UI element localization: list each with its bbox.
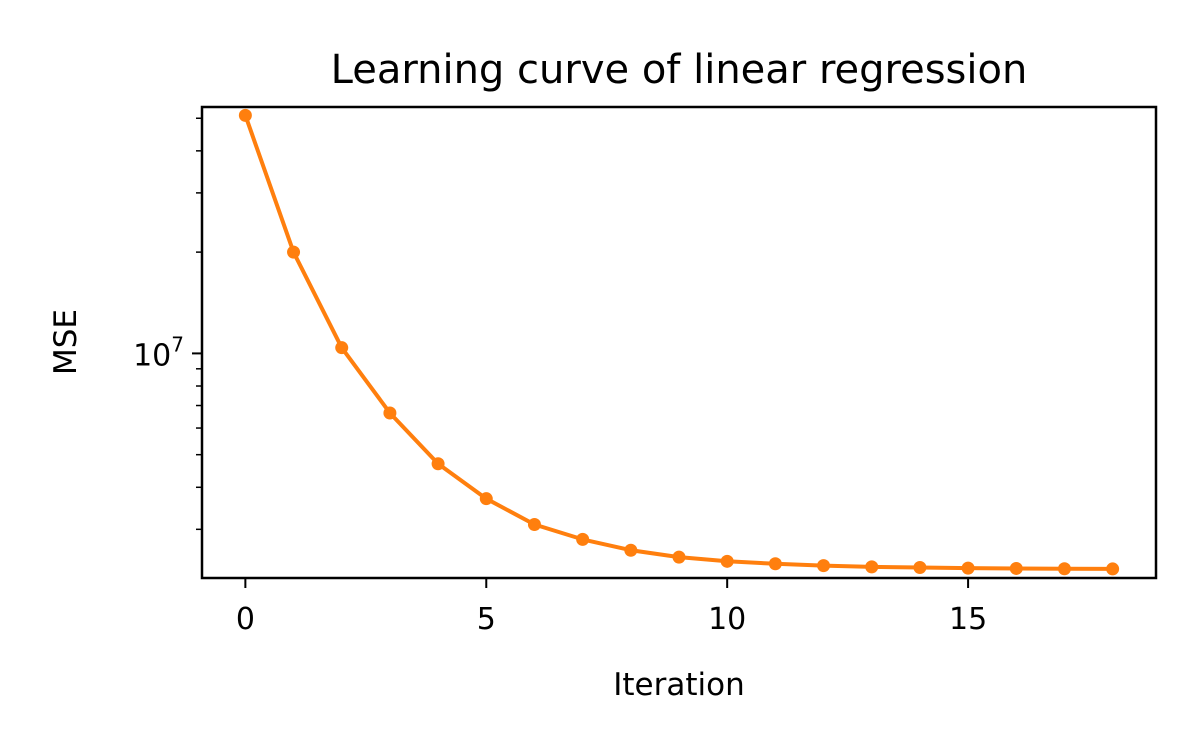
data-point (913, 561, 927, 575)
data-point (287, 245, 301, 259)
data-point (527, 518, 541, 532)
data-point (576, 532, 590, 546)
data-point (335, 341, 349, 355)
data-point (431, 457, 445, 471)
chart-title: Learning curve of linear regression (331, 47, 1028, 93)
x-axis-label: Iteration (613, 667, 745, 703)
data-point (383, 406, 397, 420)
axis-ticks: 0 5 10 15 107 (133, 117, 987, 637)
plot-series (238, 108, 1120, 576)
data-point (768, 557, 782, 571)
y-axis-label: MSE (48, 309, 84, 375)
x-tick-label: 10 (708, 602, 746, 637)
data-point (817, 559, 831, 573)
data-point (720, 554, 734, 568)
x-tick-label: 15 (949, 602, 987, 637)
data-point (961, 561, 975, 575)
data-point (865, 560, 879, 574)
data-point (1057, 562, 1071, 576)
data-point (672, 550, 686, 564)
data-point (238, 108, 252, 122)
data-point (1009, 561, 1023, 575)
plot-area-frame (200, 105, 1158, 580)
series-line (243, 114, 1113, 571)
data-point (1106, 562, 1120, 576)
x-tick-label: 0 (236, 602, 255, 637)
y-tick-label: 107 (133, 332, 184, 373)
data-point (624, 543, 638, 557)
data-point (479, 492, 493, 506)
x-tick-label: 5 (477, 602, 496, 637)
